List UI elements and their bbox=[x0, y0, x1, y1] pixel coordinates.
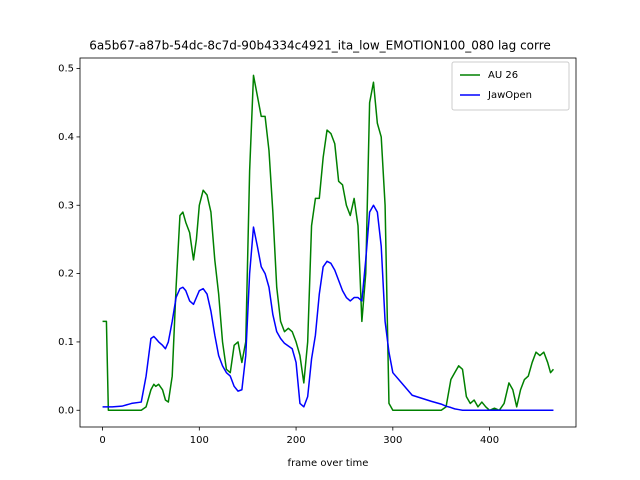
x-tick-label: 300 bbox=[383, 435, 402, 446]
legend-label: AU 26 bbox=[488, 70, 518, 81]
y-tick-label: 0.4 bbox=[58, 132, 74, 143]
y-tick-label: 0.1 bbox=[58, 337, 74, 348]
x-tick-label: 0 bbox=[99, 435, 105, 446]
y-tick-label: 0.2 bbox=[58, 269, 74, 280]
y-tick-label: 0.0 bbox=[58, 405, 74, 416]
legend-label: JawOpen bbox=[487, 90, 532, 101]
y-tick-label: 0.5 bbox=[58, 64, 74, 75]
x-tick-label: 400 bbox=[480, 435, 499, 446]
legend-box bbox=[451, 61, 570, 111]
plot-frame bbox=[79, 57, 577, 428]
y-tick-label: 0.3 bbox=[58, 200, 74, 211]
x-tick-label: 100 bbox=[190, 435, 209, 446]
data-line bbox=[102, 74, 555, 412]
data-line bbox=[102, 204, 554, 412]
chart-title: 6a5b67-a87b-54dc-8c7d-90b4334c4921_ita_l… bbox=[89, 39, 551, 53]
x-axis-label: frame over time bbox=[288, 458, 369, 469]
x-tick-label: 200 bbox=[287, 435, 306, 446]
